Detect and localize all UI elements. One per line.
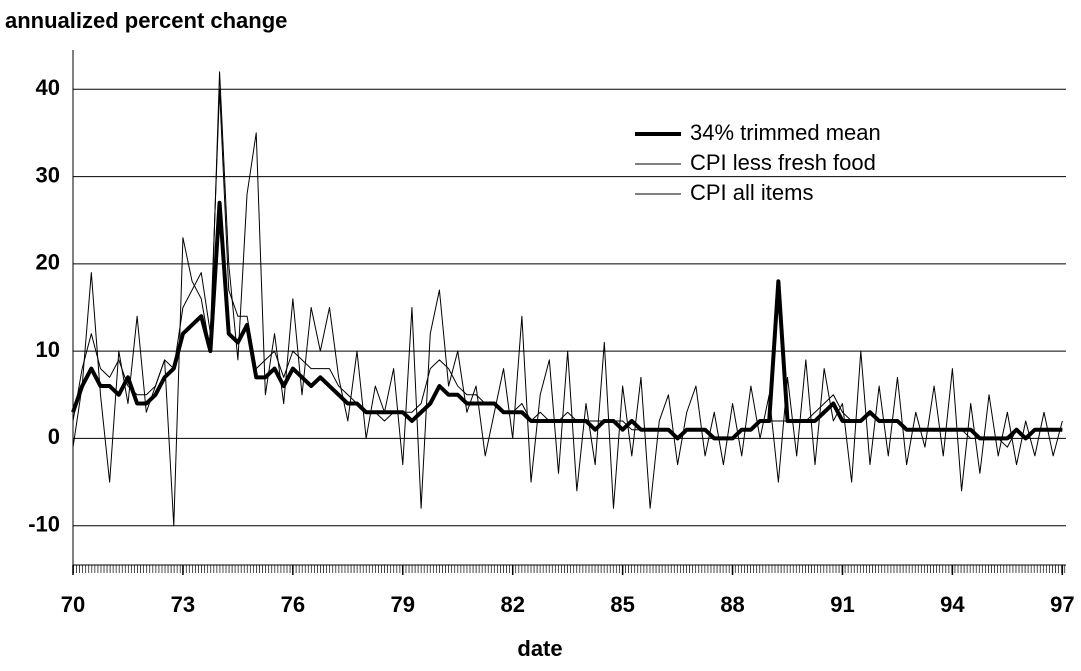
legend-label: CPI all items: [690, 180, 813, 205]
x-tick-label: 73: [171, 592, 195, 617]
legend-label: CPI less fresh food: [690, 150, 876, 175]
x-tick-label: 88: [720, 592, 744, 617]
minor-ticks: [73, 565, 1066, 573]
y-tick-label: 0: [48, 424, 60, 449]
series-line: [71, 200, 1063, 441]
x-tick-label: 91: [830, 592, 854, 617]
x-tick-label: 85: [610, 592, 634, 617]
legend-label: 34% trimmed mean: [690, 120, 881, 145]
y-tick-label: 30: [36, 162, 60, 187]
y-tick-label: 20: [36, 250, 60, 275]
x-tick-label: 82: [500, 592, 524, 617]
series-line: [72, 88, 1063, 448]
x-axis-label: date: [517, 636, 562, 661]
x-tick-label: 79: [391, 592, 415, 617]
x-tick-label: 97: [1050, 592, 1074, 617]
x-tick-label: 76: [281, 592, 305, 617]
y-tick-label: 10: [36, 337, 60, 362]
y-tick-label: -10: [28, 512, 60, 537]
y-tick-label: 40: [36, 75, 60, 100]
x-tick-label: 70: [61, 592, 85, 617]
series-line: [72, 71, 1063, 527]
x-tick-label: 94: [940, 592, 965, 617]
chart-title: annualized percent change: [5, 8, 287, 33]
